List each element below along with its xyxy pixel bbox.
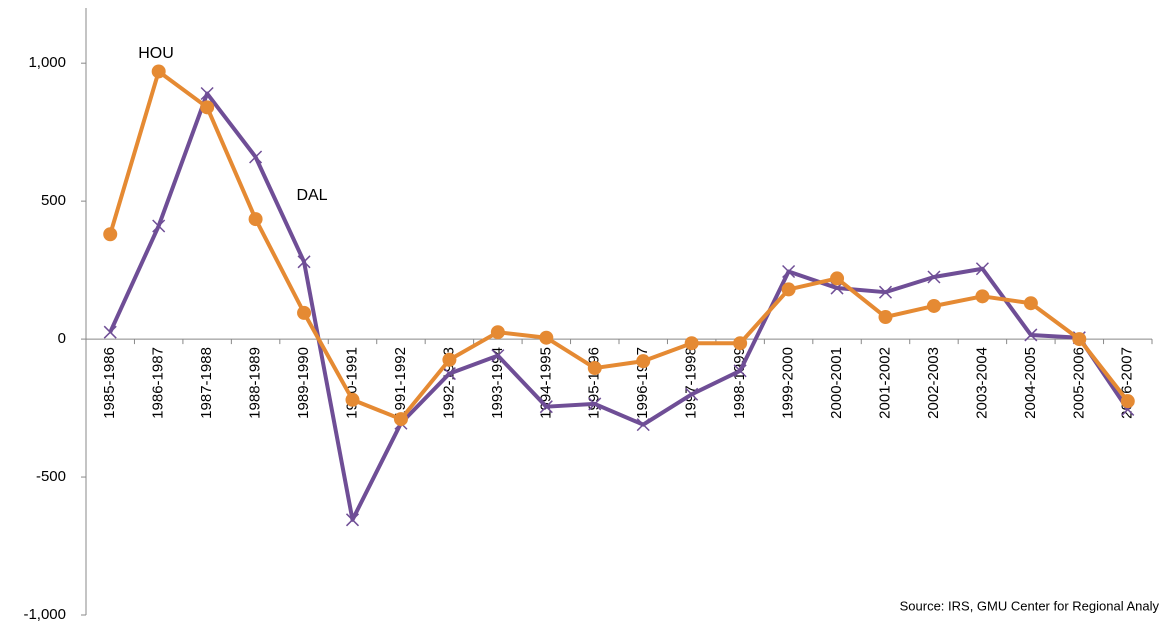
point bbox=[393, 412, 408, 427]
x-tick-label: 1988-1989 bbox=[247, 347, 264, 419]
y-tick-label: -500 bbox=[36, 468, 66, 485]
point bbox=[927, 270, 941, 284]
y-tick-label: 1,000 bbox=[28, 54, 66, 71]
x-tick-label: 2003-2004 bbox=[973, 347, 990, 419]
x-tick-label: 1991-1992 bbox=[392, 347, 409, 419]
point bbox=[636, 418, 650, 432]
point bbox=[684, 336, 699, 351]
point bbox=[297, 305, 312, 320]
x-tick-label: 1993-1994 bbox=[489, 347, 506, 419]
point bbox=[539, 330, 554, 345]
point bbox=[297, 255, 311, 269]
y-tick-label: 500 bbox=[41, 192, 66, 209]
point bbox=[587, 361, 602, 376]
point bbox=[345, 392, 360, 407]
point bbox=[539, 400, 553, 414]
point bbox=[1072, 332, 1087, 347]
series-label: HOU bbox=[138, 45, 174, 62]
point bbox=[975, 289, 990, 304]
point bbox=[830, 271, 845, 286]
x-tick-label: 2002-2003 bbox=[925, 347, 942, 419]
source-note: Source: IRS, GMU Center for Regional Ana… bbox=[900, 598, 1159, 613]
series-label: DAL bbox=[296, 187, 327, 204]
y-tick-label: 0 bbox=[58, 330, 66, 347]
point bbox=[636, 354, 651, 369]
point bbox=[878, 285, 893, 299]
x-tick-label: 1990-1991 bbox=[343, 347, 360, 419]
point bbox=[152, 219, 166, 233]
point bbox=[200, 100, 215, 115]
point bbox=[733, 364, 747, 378]
x-tick-label: 2000-2001 bbox=[828, 347, 845, 419]
x-tick-label: 1987-1988 bbox=[198, 347, 215, 419]
point bbox=[588, 397, 602, 411]
point bbox=[975, 262, 989, 276]
point bbox=[1120, 394, 1135, 409]
point bbox=[878, 310, 893, 325]
point bbox=[781, 282, 796, 297]
x-tick-label: 1985-1986 bbox=[101, 347, 118, 419]
point bbox=[442, 352, 457, 367]
point bbox=[442, 367, 456, 381]
x-tick-label: 2001-2002 bbox=[876, 347, 893, 419]
point bbox=[249, 150, 263, 164]
x-tick-label: 1999-2000 bbox=[780, 347, 797, 419]
point bbox=[490, 325, 505, 340]
point bbox=[733, 336, 748, 351]
point bbox=[103, 325, 117, 339]
y-tick-label: -1,000 bbox=[23, 606, 66, 623]
x-tick-label: 1986-1987 bbox=[150, 347, 167, 419]
point bbox=[345, 513, 360, 527]
series-line bbox=[108, 69, 1130, 422]
point bbox=[685, 387, 699, 401]
point bbox=[200, 87, 214, 101]
point bbox=[491, 349, 505, 363]
point bbox=[782, 264, 796, 279]
point bbox=[1023, 296, 1038, 311]
x-tick-label: 1989-1990 bbox=[295, 347, 312, 419]
point bbox=[103, 227, 118, 242]
x-tick-label: 1997-1998 bbox=[683, 347, 700, 419]
point bbox=[151, 64, 166, 79]
x-tick-label: 2005-2006 bbox=[1070, 347, 1087, 419]
point bbox=[248, 212, 263, 227]
point bbox=[926, 298, 941, 313]
point bbox=[1024, 328, 1038, 342]
series-line bbox=[108, 91, 1130, 522]
x-tick-label: 2004-2005 bbox=[1022, 347, 1039, 419]
